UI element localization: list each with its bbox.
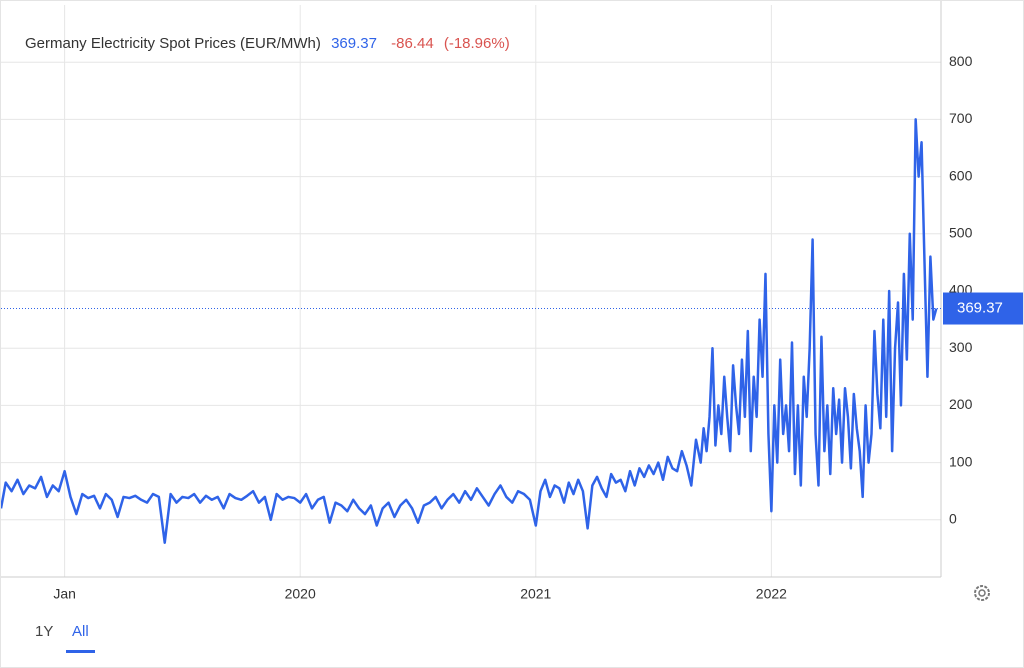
y-tick-label: 600 — [949, 167, 973, 183]
y-tick-label: 800 — [949, 53, 973, 69]
y-tick-label: 500 — [949, 225, 973, 241]
last-value-label: 369.37 — [957, 299, 1003, 316]
range-button[interactable]: 1Y — [35, 623, 54, 640]
x-tick-label: 2020 — [285, 586, 316, 602]
range-button[interactable]: All — [66, 621, 95, 653]
last-value: 369.37 — [331, 35, 377, 52]
x-tick-label: 2021 — [520, 586, 551, 602]
price-line — [1, 118, 938, 544]
x-tick-label: Jan — [53, 586, 76, 602]
change: -86.44 — [391, 35, 434, 52]
chart-title: Germany Electricity Spot Prices (EUR/MWh… — [25, 35, 321, 52]
y-tick-label: 100 — [949, 453, 973, 469]
x-tick-label: 2022 — [756, 586, 787, 602]
y-tick-label: 700 — [949, 110, 973, 126]
settings-icon-ring — [974, 585, 990, 601]
settings-icon[interactable] — [974, 585, 990, 601]
change-percent: (-18.96%) — [443, 35, 510, 52]
y-tick-label: 0 — [949, 511, 957, 527]
last-value-marker — [943, 292, 1023, 325]
y-tick-label: 300 — [949, 339, 973, 355]
header: Germany Electricity Spot Prices (EUR/MWh… — [25, 35, 516, 52]
y-tick-label: 200 — [949, 396, 973, 412]
settings-icon-hole — [978, 589, 986, 597]
